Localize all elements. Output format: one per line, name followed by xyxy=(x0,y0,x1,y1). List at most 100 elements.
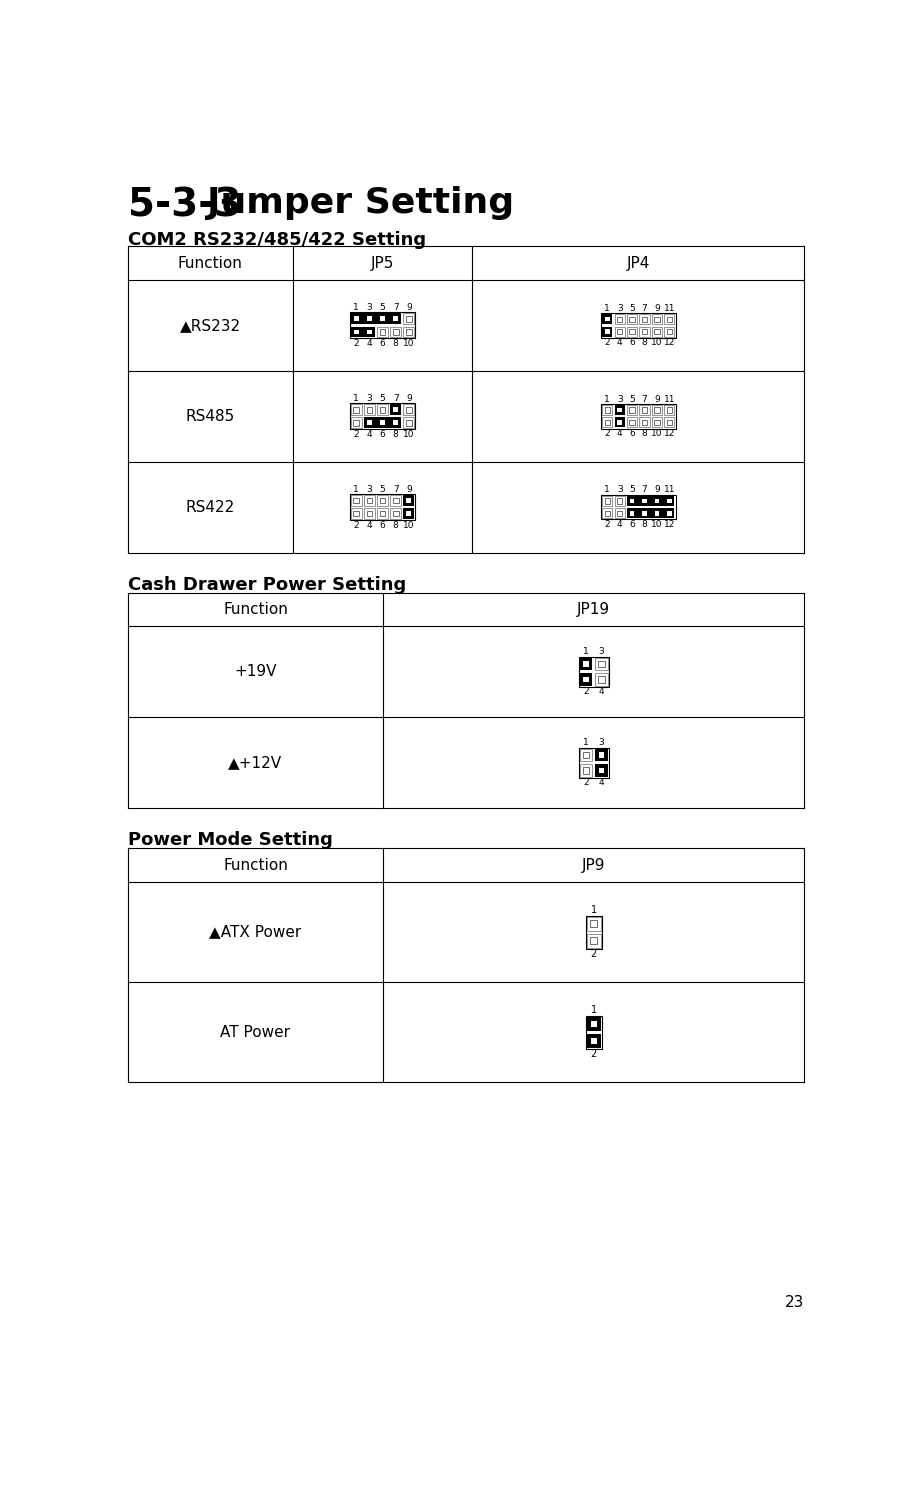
Bar xyxy=(364,508,375,519)
Bar xyxy=(598,676,604,682)
Text: 10: 10 xyxy=(404,429,415,438)
Bar xyxy=(617,407,622,412)
Bar xyxy=(604,498,610,504)
Bar xyxy=(654,317,660,322)
Text: 10: 10 xyxy=(651,520,663,529)
Text: 10: 10 xyxy=(651,429,663,438)
Bar xyxy=(617,498,623,504)
Bar xyxy=(617,421,622,425)
Bar xyxy=(350,312,415,339)
Text: 6: 6 xyxy=(380,429,385,438)
Bar xyxy=(580,764,592,777)
Bar xyxy=(364,418,401,428)
Bar xyxy=(380,421,385,425)
Text: 8: 8 xyxy=(642,520,647,529)
Bar xyxy=(390,495,401,505)
Text: 1: 1 xyxy=(604,395,610,404)
Text: 7: 7 xyxy=(642,303,647,312)
Bar xyxy=(366,511,372,517)
Bar xyxy=(406,317,412,321)
Bar xyxy=(652,406,662,415)
Bar xyxy=(583,767,589,774)
Text: 3: 3 xyxy=(617,486,623,495)
Bar xyxy=(380,407,385,413)
Text: 2: 2 xyxy=(604,520,610,529)
Bar xyxy=(654,511,659,516)
Bar xyxy=(406,421,412,425)
Bar xyxy=(404,327,415,337)
Bar xyxy=(654,328,660,334)
Bar xyxy=(587,1034,601,1048)
Text: ▲+12V: ▲+12V xyxy=(228,755,283,770)
Bar xyxy=(603,418,613,428)
Bar xyxy=(380,317,385,321)
Bar xyxy=(642,407,647,413)
Text: 1: 1 xyxy=(354,484,359,493)
Text: 9: 9 xyxy=(406,394,412,403)
Bar xyxy=(614,418,624,428)
Text: 10: 10 xyxy=(651,339,663,348)
Text: +19V: +19V xyxy=(235,664,276,679)
Bar xyxy=(666,317,672,322)
Text: 5: 5 xyxy=(629,486,635,495)
Bar xyxy=(629,407,634,413)
Text: 1: 1 xyxy=(604,303,610,312)
Bar xyxy=(614,406,624,415)
Text: 7: 7 xyxy=(642,395,647,404)
Text: 2: 2 xyxy=(584,688,589,697)
Bar xyxy=(377,327,388,337)
Text: 2: 2 xyxy=(354,339,359,348)
Text: 4: 4 xyxy=(617,520,623,529)
Bar xyxy=(366,407,372,413)
Text: 1: 1 xyxy=(591,1006,597,1015)
Text: 1: 1 xyxy=(583,648,589,657)
Bar xyxy=(587,917,601,930)
Text: 5: 5 xyxy=(380,484,385,493)
Bar xyxy=(584,676,589,682)
Bar xyxy=(377,508,388,519)
Bar xyxy=(354,317,359,321)
Bar xyxy=(604,511,610,516)
Bar xyxy=(367,317,372,321)
Bar xyxy=(627,418,637,428)
Bar xyxy=(601,404,675,428)
Bar xyxy=(630,499,634,504)
Bar xyxy=(603,508,613,519)
Bar xyxy=(652,418,662,428)
Bar xyxy=(390,404,401,415)
Bar xyxy=(639,314,650,324)
Bar xyxy=(604,407,610,413)
Text: COM2 RS232/485/422 Setting: COM2 RS232/485/422 Setting xyxy=(127,230,425,248)
Text: 10: 10 xyxy=(404,339,415,348)
Bar xyxy=(579,657,609,687)
Text: 9: 9 xyxy=(654,486,660,495)
Bar xyxy=(629,421,634,425)
Bar xyxy=(579,747,609,777)
Text: 12: 12 xyxy=(664,429,675,438)
Text: 3: 3 xyxy=(366,303,373,312)
Bar xyxy=(630,511,634,516)
Bar xyxy=(654,499,659,504)
Bar xyxy=(614,496,624,505)
Bar xyxy=(351,495,362,505)
Bar xyxy=(629,328,634,334)
Text: Function: Function xyxy=(223,602,288,617)
Text: 11: 11 xyxy=(664,303,675,312)
Bar xyxy=(599,768,604,773)
Text: 2: 2 xyxy=(354,429,359,438)
Bar xyxy=(580,673,592,685)
Text: 1: 1 xyxy=(354,303,359,312)
Bar xyxy=(591,1037,597,1043)
Text: JP4: JP4 xyxy=(626,256,650,270)
Text: 8: 8 xyxy=(393,520,399,529)
Text: 8: 8 xyxy=(393,339,399,348)
Text: 6: 6 xyxy=(629,339,635,348)
Text: 7: 7 xyxy=(393,303,399,312)
Bar xyxy=(627,406,637,415)
Bar xyxy=(603,406,613,415)
Bar xyxy=(390,327,401,337)
Bar xyxy=(377,404,388,415)
Text: 4: 4 xyxy=(617,339,623,348)
Text: Cash Drawer Power Setting: Cash Drawer Power Setting xyxy=(127,575,405,593)
Text: JP9: JP9 xyxy=(582,857,605,872)
